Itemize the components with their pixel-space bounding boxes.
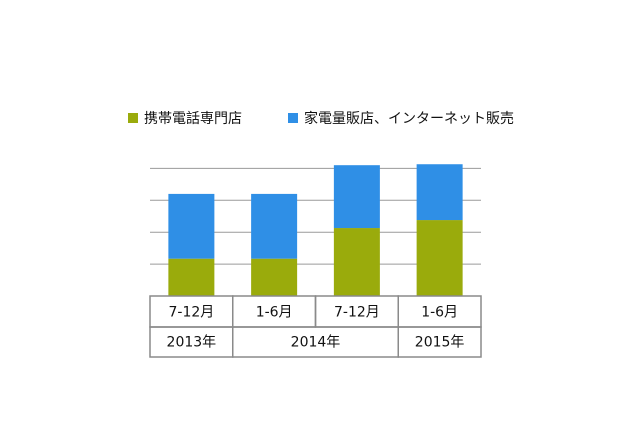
- x-tick-label: 7-12月: [334, 305, 380, 321]
- bar-segment: [168, 258, 215, 296]
- bar-segment: [416, 220, 463, 296]
- x-tick-label: 7-12月: [168, 305, 214, 321]
- bar-segment: [251, 258, 298, 296]
- bar-segment: [333, 165, 380, 229]
- table-cell: [397, 326, 482, 358]
- bar-segment: [251, 193, 298, 259]
- bar-segment: [333, 228, 380, 296]
- legend-swatch: [128, 113, 138, 123]
- year-label: 2013年: [167, 335, 217, 351]
- x-tick-label: 1-6月: [421, 305, 458, 321]
- legend-swatch: [288, 113, 298, 123]
- x-tick-label: 1-6月: [256, 305, 293, 321]
- year-label: 2015年: [415, 335, 465, 351]
- legend-label: 携帯電話専門店: [144, 110, 242, 127]
- bar-segment: [416, 164, 463, 221]
- year-label: 2014年: [291, 335, 341, 351]
- bar-segment: [168, 193, 215, 259]
- legend-label: 家電量販店、インターネット販売: [304, 110, 514, 127]
